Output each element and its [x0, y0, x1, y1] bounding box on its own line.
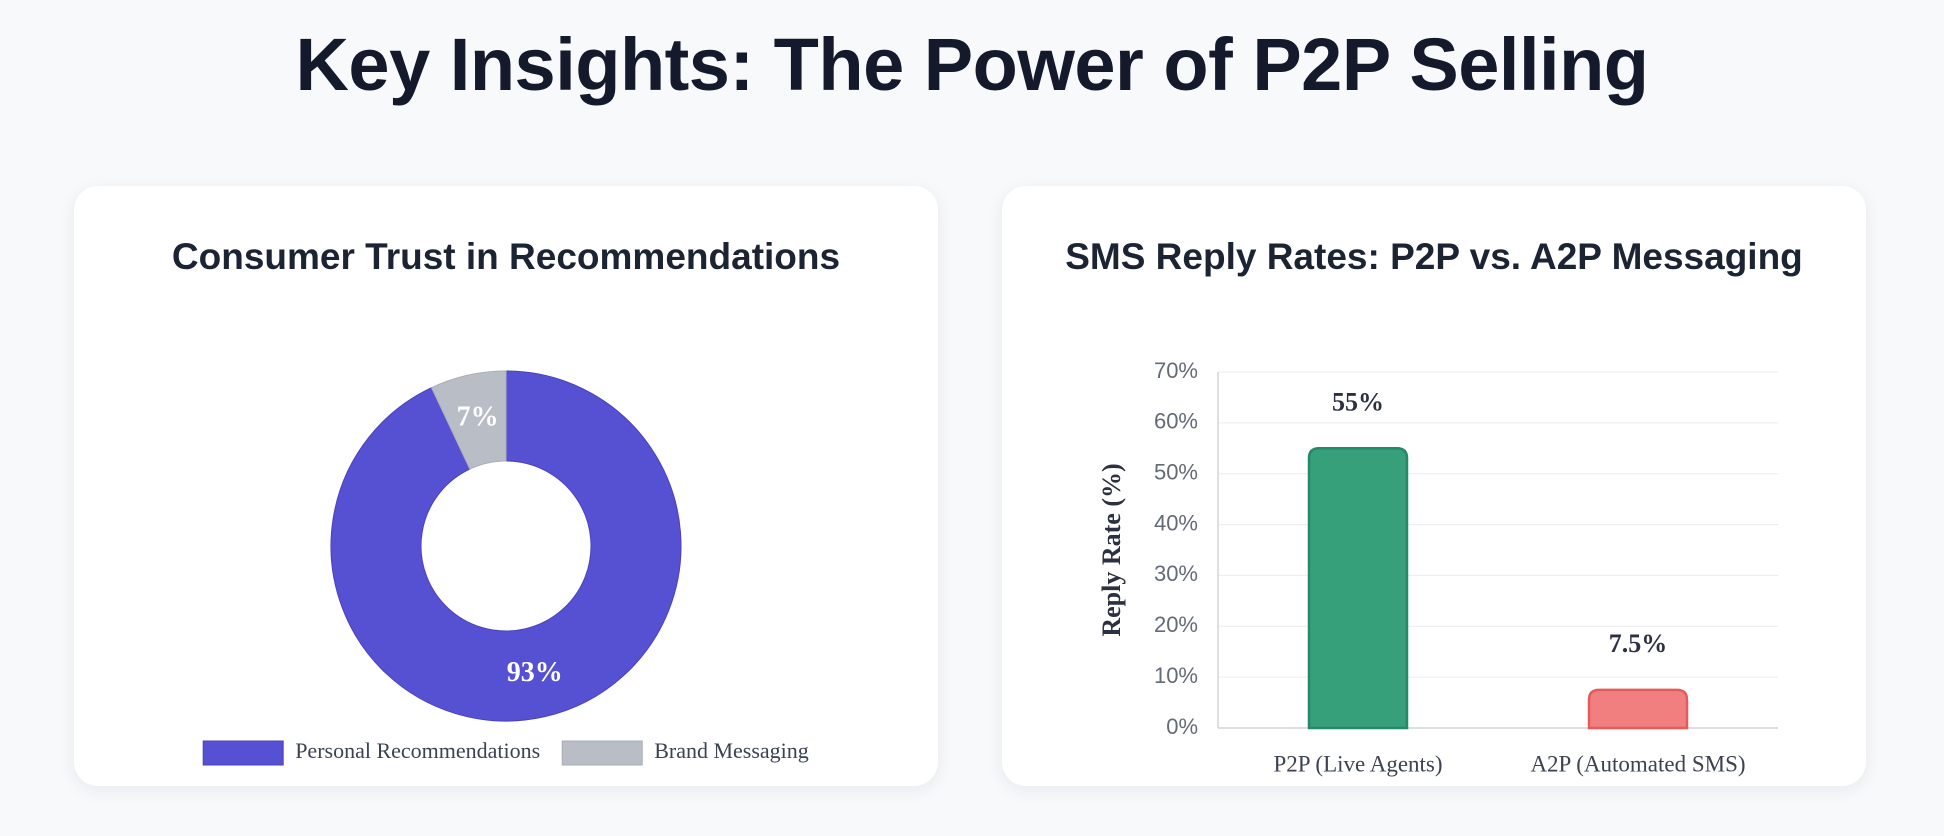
trust-doughnut-chart: 93% 7% Personal Recommendations Brand Messa…	[202, 370, 809, 766]
sms-chart-title: SMS Reply Rates: P2P vs. A2P Messaging	[1065, 236, 1803, 277]
trust-chart-card: Consumer Trust in Recommendations 93% 7% P…	[74, 186, 938, 786]
y-axis-title: Reply Rate (%)	[1097, 463, 1126, 636]
y-tick-label: 70%	[1154, 358, 1198, 383]
bar-a2p-automated-sms[interactable]	[1587, 688, 1689, 730]
legend-item-brand-messaging[interactable]: Brand Messaging	[561, 738, 809, 766]
y-tick-label: 50%	[1154, 460, 1198, 485]
sms-bar-chart: 0% 10% 20% 30% 40% 50% 60% 70% Reply Rate (%) 55%…	[1097, 358, 1778, 776]
data-label-a2p-automated-sms: 7.5%	[1609, 629, 1668, 658]
slice-brand-messaging[interactable]	[430, 370, 507, 470]
legend-label-personal-recommendations: Personal Recommendations	[295, 738, 540, 763]
legend-item-personal-recommendations[interactable]: Personal Recommendations	[202, 738, 540, 766]
y-tick-label: 10%	[1154, 663, 1198, 688]
x-tick-label-a2p-automated-sms: A2P (Automated SMS)	[1530, 751, 1745, 776]
data-label-p2p-live-agents: 55%	[1332, 387, 1384, 416]
y-tick-label: 30%	[1154, 561, 1198, 586]
y-tick-label: 0%	[1166, 714, 1198, 739]
legend-swatch-brand-messaging	[561, 740, 643, 766]
bar-p2p-live-agents[interactable]	[1307, 447, 1409, 730]
data-label-brand-messaging: 7%	[457, 402, 499, 433]
trust-chart-title: Consumer Trust in Recommendations	[171, 236, 841, 277]
legend-swatch-personal-recommendations	[202, 740, 284, 766]
y-tick-label: 40%	[1154, 510, 1198, 535]
legend-label-brand-messaging: Brand Messaging	[654, 738, 809, 763]
page-title: Key Insights: The Power of P2P Selling	[295, 23, 1649, 106]
x-tick-label-p2p-live-agents: P2P (Live Agents)	[1273, 751, 1442, 776]
slice-personal-recommendations[interactable]	[330, 370, 682, 722]
sms-chart-card: SMS Reply Rates: P2P vs. A2P Messaging 0…	[1002, 186, 1866, 786]
y-tick-label: 60%	[1154, 409, 1198, 434]
data-label-personal-recommendations: 93%	[507, 657, 563, 688]
y-tick-label: 20%	[1154, 612, 1198, 637]
